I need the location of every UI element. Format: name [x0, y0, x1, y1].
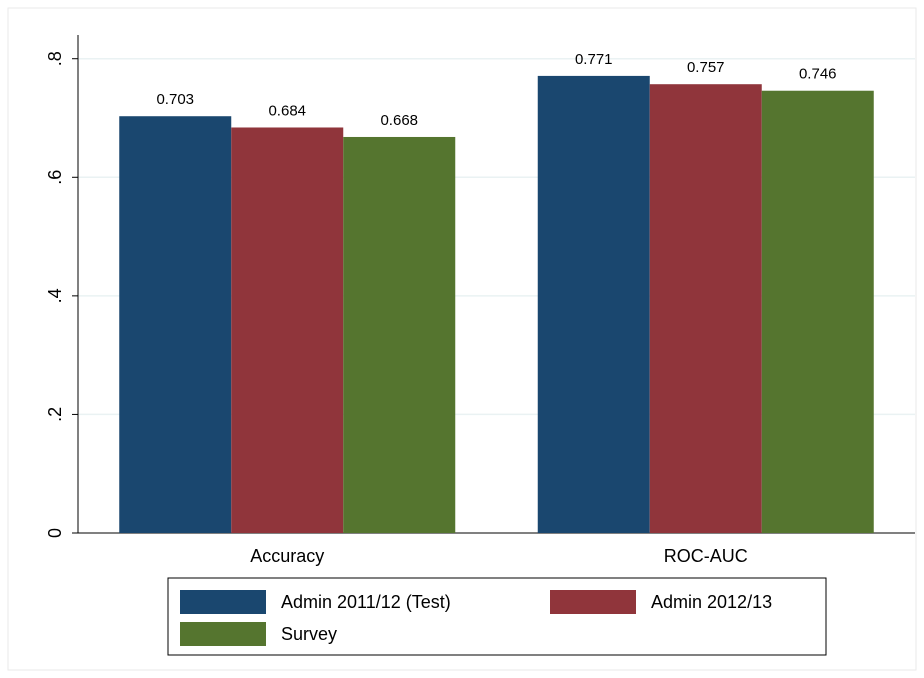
value-label: 0.771 [575, 51, 613, 68]
y-tick-label: .2 [45, 407, 65, 422]
y-tick-label: .6 [45, 170, 65, 185]
y-tick-label: 0 [45, 528, 65, 538]
bar [649, 84, 762, 533]
legend-swatch [180, 590, 266, 614]
bar [231, 127, 344, 533]
bar [119, 116, 232, 533]
legend-label: Survey [281, 624, 337, 644]
bar [343, 136, 456, 533]
value-label: 0.668 [380, 112, 418, 129]
y-tick-label: .4 [45, 288, 65, 303]
x-tick-label: Accuracy [250, 546, 324, 566]
value-label: 0.746 [799, 66, 837, 83]
value-label: 0.703 [156, 91, 194, 108]
legend-box [167, 577, 827, 656]
legend-swatch [180, 622, 266, 646]
bar [537, 75, 650, 534]
legend-swatch [550, 590, 636, 614]
legend-label: Admin 2011/12 (Test) [281, 592, 451, 612]
x-tick-label: ROC-AUC [664, 546, 748, 566]
value-label: 0.684 [268, 102, 306, 119]
y-tick-label: .8 [45, 51, 65, 66]
bar [761, 90, 874, 533]
value-label: 0.757 [687, 59, 725, 76]
legend-label: Admin 2012/13 [651, 592, 772, 612]
